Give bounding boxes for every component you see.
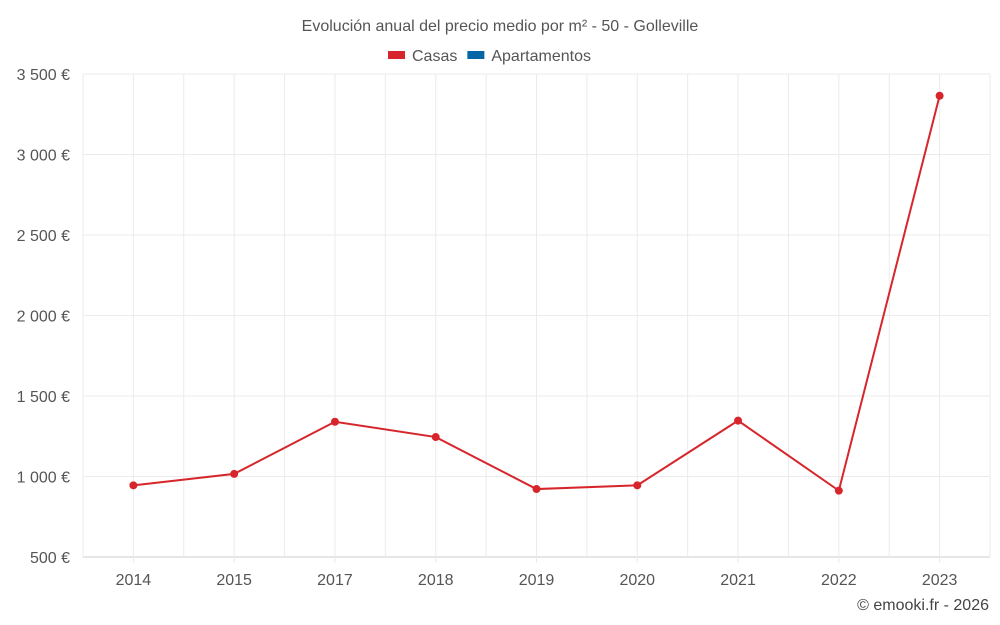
data-point-2018 [431,433,440,442]
data-point-2021 [734,416,743,425]
data-point-2023 [935,91,944,100]
legend-swatch-casas [388,51,405,59]
credit: © emooki.fr - 2026 [857,597,989,614]
x-tick-label: 2017 [317,572,353,589]
data-point-2019 [532,485,541,494]
y-tick-label: 3 000 € [17,148,70,165]
legend: Casas Apartamentos [388,48,591,65]
x-tick-label: 2020 [619,572,655,589]
y-axis: 500 € 1 000 € 1 500 € 2 000 € 2 500 € 3 000 €… [17,67,70,567]
data-point-2017 [330,417,339,426]
data-point-2014 [129,481,138,490]
y-tick-label: 1 000 € [17,470,70,487]
x-tick-label: 2014 [116,572,152,589]
y-tick-label: 2 000 € [17,309,70,326]
x-tick-label: 2019 [519,572,555,589]
x-tick-label: 2023 [922,572,958,589]
y-tick-label: 2 500 € [17,228,70,245]
x-tick-label: 2022 [821,572,857,589]
legend-swatch-apartamentos [467,51,485,59]
legend-label: Apartamentos [491,48,591,65]
legend-label: Casas [412,48,457,65]
plot-area [129,91,944,495]
chart-title: Evolución anual del precio medio por m² … [302,18,699,35]
x-tick-label: 2018 [418,572,454,589]
y-tick-label: 1 500 € [17,389,70,406]
x-tick-label: 2015 [216,572,252,589]
y-tick-label: 3 500 € [17,67,70,84]
data-point-2022 [834,486,843,495]
data-point-2015 [230,469,239,478]
y-tick-label: 500 € [30,550,70,567]
data-point-2020 [633,481,642,490]
x-tick-label: 2021 [720,572,756,589]
x-axis: 2014 2015 2017 2018 2019 2020 2021 2022 2023 [116,572,958,589]
